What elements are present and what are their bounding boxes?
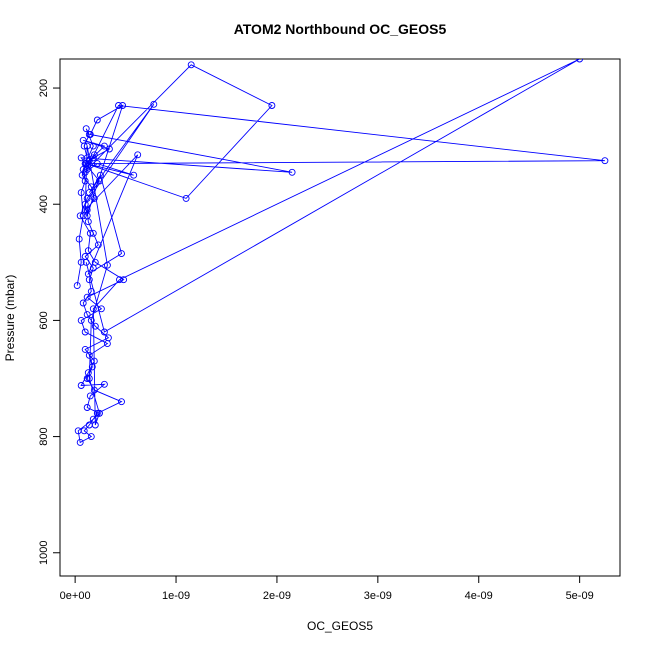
data-point	[90, 357, 98, 365]
data-point	[84, 247, 92, 255]
data-point	[81, 168, 89, 176]
data-point	[288, 168, 296, 176]
data-point	[601, 157, 609, 165]
data-point	[83, 311, 91, 319]
data-point	[118, 398, 125, 406]
data-point	[89, 305, 97, 313]
data-point	[73, 282, 81, 290]
data-point	[81, 177, 89, 185]
y-tick-label: 800	[38, 427, 50, 445]
data-point	[77, 154, 85, 162]
data-point	[85, 351, 93, 359]
data-point	[79, 136, 87, 144]
data-point	[104, 334, 112, 342]
data-point	[84, 270, 92, 278]
data-point	[150, 100, 158, 108]
y-tick-label: 200	[38, 79, 50, 97]
x-tick-label: 3e-09	[364, 590, 392, 602]
data-point	[87, 433, 95, 441]
data-point	[81, 345, 89, 353]
data-point	[87, 316, 95, 324]
data-point	[86, 131, 94, 138]
x-tick-label: 0e+00	[60, 590, 91, 602]
data-point	[96, 171, 104, 179]
data-point	[86, 229, 94, 237]
x-tick-label: 5e-09	[566, 590, 594, 602]
data-point	[85, 375, 93, 382]
data-point	[90, 386, 98, 394]
data-point	[120, 276, 128, 284]
data-point	[119, 102, 127, 109]
data-point	[82, 258, 90, 266]
data-point	[115, 102, 122, 109]
data-point	[77, 316, 85, 324]
data-point	[95, 409, 103, 417]
data-point	[93, 409, 101, 417]
series-line	[76, 59, 605, 444]
y-axis-label: Pressure (mbar)	[3, 275, 17, 362]
data-point	[93, 116, 101, 124]
x-tick-label: 2e-09	[263, 590, 291, 602]
data-point	[82, 125, 90, 133]
y-axis: 200 400 600 800 1000	[38, 79, 61, 565]
data-point	[89, 229, 97, 237]
data-point	[89, 154, 97, 162]
data-point	[100, 142, 108, 150]
data-point	[76, 438, 84, 446]
data-point	[118, 250, 125, 258]
data-point	[86, 392, 94, 400]
data-point	[89, 264, 97, 272]
data-point	[130, 171, 138, 179]
data-point	[91, 322, 99, 330]
data-point	[100, 328, 108, 336]
data-point	[75, 235, 83, 243]
data-point	[87, 287, 95, 295]
data-point	[100, 380, 108, 388]
data-point	[91, 421, 99, 429]
data-point	[85, 189, 93, 197]
data-point	[74, 427, 82, 435]
data-point	[79, 299, 87, 307]
chart-title: ATOM2 Northbound OC_GEOS5	[234, 21, 447, 37]
data-point	[105, 145, 113, 153]
data-point	[77, 189, 85, 197]
data-point	[268, 102, 276, 109]
data-point	[116, 276, 123, 284]
data-point	[187, 61, 195, 69]
y-tick-label: 400	[38, 195, 50, 213]
data-point	[97, 305, 105, 313]
data-point	[134, 151, 142, 159]
x-tick-label: 4e-09	[465, 590, 493, 602]
data-point	[93, 160, 101, 168]
data-point	[77, 258, 85, 266]
y-tick-label: 1000	[38, 541, 50, 565]
data-point	[83, 293, 91, 301]
data-point	[83, 404, 91, 411]
data-point	[90, 194, 98, 202]
data-point	[77, 382, 85, 389]
data-point	[576, 59, 584, 63]
data-point	[103, 261, 111, 269]
x-axis: 0e+00 1e-09 2e-09 3e-09 4e-09 5e-09	[60, 575, 594, 602]
data-point	[182, 194, 190, 202]
data-point	[83, 142, 91, 150]
y-tick-label: 600	[38, 311, 50, 329]
data-point	[94, 241, 102, 249]
data-point	[81, 206, 89, 214]
x-tick-label: 1e-09	[162, 590, 190, 602]
x-axis-label: OC_GEOS5	[307, 619, 373, 633]
plot-frame	[59, 58, 621, 577]
data-point	[81, 160, 89, 168]
data-point	[81, 328, 89, 336]
data-point	[90, 151, 98, 159]
data-point	[76, 212, 84, 220]
plot-area	[73, 59, 609, 446]
